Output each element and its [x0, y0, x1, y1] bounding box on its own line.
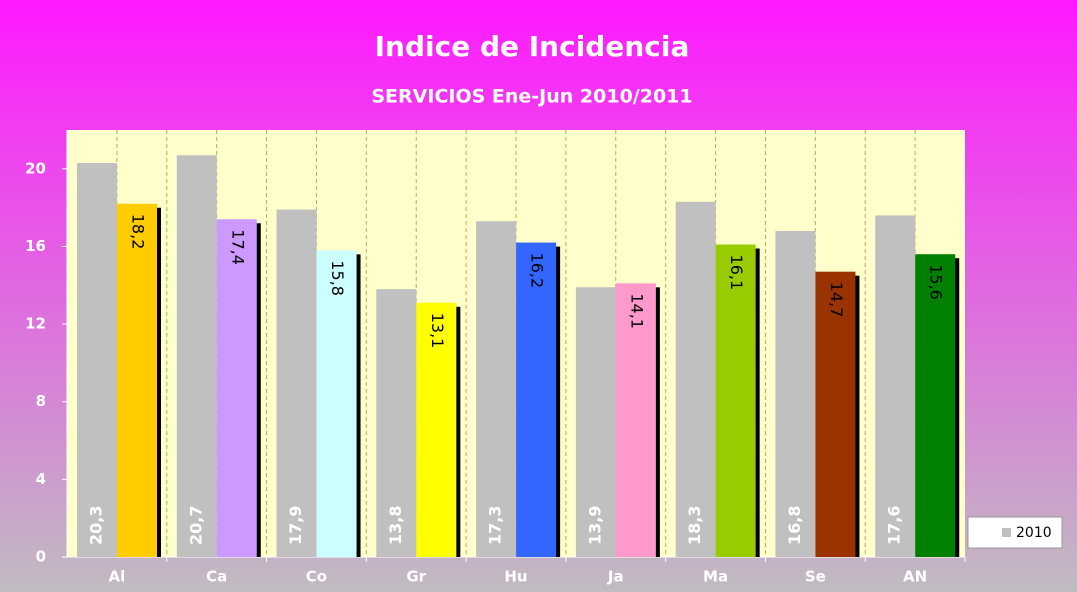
data-label: 13,1: [428, 313, 447, 349]
bar: [875, 215, 916, 557]
chart-title: Indice de Incidencia: [375, 30, 690, 63]
data-label: 20,7: [186, 506, 205, 545]
data-label: 20,3: [87, 506, 106, 545]
data-label: 17,6: [885, 506, 904, 545]
y-tick-label: 12: [25, 315, 46, 333]
bar: [416, 302, 457, 557]
data-label: 13,8: [386, 506, 405, 545]
bar: [276, 209, 317, 557]
bar: [376, 289, 417, 557]
bar: [176, 155, 217, 557]
data-label: 14,1: [627, 293, 646, 329]
legend-swatch: [1002, 528, 1011, 537]
x-tick-label: Ma: [703, 568, 728, 586]
data-label: 17,3: [486, 506, 505, 545]
y-tick-label: 20: [25, 159, 46, 177]
bar: [775, 230, 816, 557]
x-tick-label: Gr: [406, 568, 426, 586]
x-tick-label: Hu: [504, 568, 527, 586]
y-tick-label: 4: [36, 470, 46, 488]
bar: [316, 250, 357, 557]
bar: [615, 283, 656, 557]
data-label: 13,9: [585, 506, 604, 545]
data-label: 18,3: [685, 506, 704, 545]
bar: [77, 162, 117, 557]
data-label: 17,4: [228, 229, 247, 265]
x-tick-label: Ca: [206, 568, 227, 586]
data-label: 18,2: [129, 214, 148, 250]
bar: [216, 219, 257, 558]
y-tick-label: 0: [36, 548, 46, 566]
chart-subtitle: SERVICIOS Ene-Jun 2010/2011: [371, 86, 692, 108]
data-label: 16,8: [785, 506, 804, 545]
data-label: 17,9: [286, 506, 305, 545]
x-tick-label: AN: [903, 568, 927, 586]
bar: [675, 201, 716, 557]
y-tick-label: 16: [25, 237, 46, 255]
bar: [476, 221, 517, 558]
legend-label: 2010: [1016, 525, 1052, 541]
legend-box: [967, 516, 1063, 549]
x-tick-label: Se: [805, 568, 826, 586]
data-label: 15,6: [927, 264, 946, 300]
x-tick-label: Co: [306, 568, 327, 586]
bar: [815, 271, 856, 557]
data-label: 16,2: [528, 253, 547, 289]
bar: [915, 254, 956, 557]
bar: [516, 242, 557, 557]
data-label: 14,7: [827, 282, 846, 318]
bar: [117, 203, 157, 557]
data-label: 15,8: [328, 260, 347, 296]
bar: [575, 287, 616, 557]
data-label: 16,1: [727, 255, 746, 291]
y-tick-label: 8: [36, 392, 46, 410]
x-tick-label: Ja: [607, 568, 624, 586]
x-tick-label: Al: [109, 568, 126, 586]
bar: [715, 244, 756, 557]
